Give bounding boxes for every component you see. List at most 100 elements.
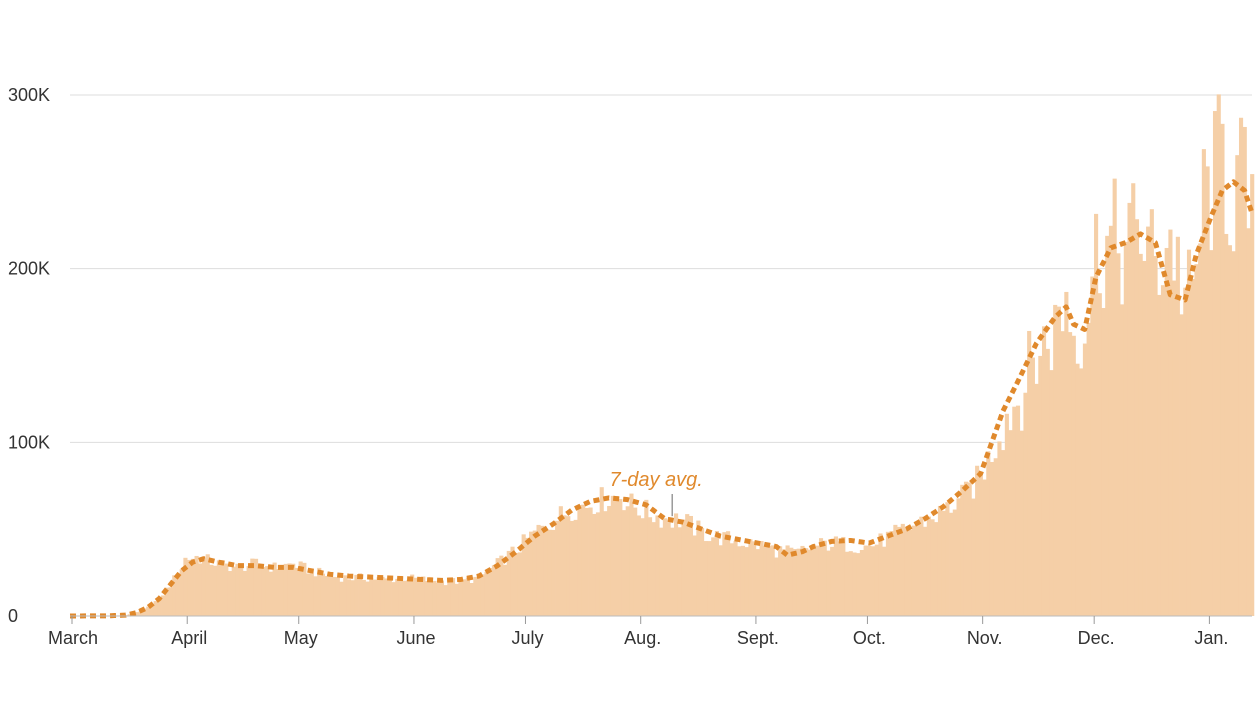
daily-bar: [481, 574, 485, 616]
daily-bar: [1064, 292, 1068, 616]
x-tick-label: Jan.: [1194, 628, 1228, 648]
daily-bar: [254, 559, 258, 616]
daily-bar: [395, 579, 399, 616]
daily-bar: [581, 505, 585, 616]
daily-bar: [1072, 336, 1076, 616]
daily-bar: [317, 568, 321, 616]
daily-bar: [737, 546, 741, 616]
daily-bar: [228, 571, 232, 616]
daily-bar: [458, 578, 462, 616]
daily-bar: [470, 583, 474, 616]
daily-bar: [287, 563, 291, 616]
daily-bar: [432, 581, 436, 616]
daily-bar: [518, 552, 522, 616]
daily-bar: [1075, 364, 1079, 616]
daily-bar: [930, 519, 934, 616]
daily-bar: [1116, 253, 1120, 616]
daily-bar: [284, 564, 288, 616]
daily-bar: [689, 516, 693, 616]
daily-bar: [722, 532, 726, 616]
daily-bar: [856, 553, 860, 616]
daily-bar: [681, 520, 685, 616]
daily-bar: [514, 553, 518, 616]
daily-bar: [878, 533, 882, 616]
daily-bar: [648, 517, 652, 616]
daily-bar: [339, 582, 343, 616]
x-tick-label: June: [396, 628, 435, 648]
daily-bar: [1001, 450, 1005, 616]
daily-bar: [1005, 414, 1009, 616]
daily-bar: [1180, 314, 1184, 616]
daily-bar: [849, 551, 853, 616]
daily-bar: [369, 578, 373, 616]
daily-bar: [362, 580, 366, 616]
daily-bar: [1046, 349, 1050, 616]
daily-bar: [533, 531, 537, 616]
daily-bar: [663, 518, 667, 616]
daily-bar: [897, 527, 901, 616]
daily-bar: [696, 521, 700, 616]
daily-bar: [261, 567, 265, 616]
daily-bar: [592, 514, 596, 616]
daily-bar: [1139, 254, 1143, 616]
x-tick-label: Nov.: [967, 628, 1003, 648]
daily-bar: [403, 581, 407, 616]
daily-bar: [942, 511, 946, 616]
daily-bar: [1120, 304, 1124, 616]
daily-bar: [875, 545, 879, 616]
daily-bar: [957, 498, 961, 616]
daily-bar: [414, 578, 418, 616]
daily-bar: [492, 565, 496, 616]
daily-bar: [823, 541, 827, 616]
daily-bar: [488, 568, 492, 616]
daily-bar: [529, 532, 533, 616]
daily-bar: [927, 517, 931, 616]
daily-bar: [1124, 242, 1128, 616]
daily-bar: [971, 499, 975, 616]
daily-bar: [893, 525, 897, 616]
daily-bar: [830, 547, 834, 616]
daily-bar: [366, 582, 370, 616]
daily-bar: [440, 581, 444, 616]
daily-bar: [1224, 234, 1228, 616]
annotation-layer: 7-day avg.: [609, 469, 702, 516]
daily-bar: [1183, 288, 1187, 616]
daily-bar: [983, 480, 987, 616]
daily-bar: [1187, 250, 1191, 616]
daily-bar: [626, 506, 630, 616]
daily-bar: [1161, 285, 1165, 616]
daily-bar: [574, 520, 578, 616]
daily-bar: [994, 458, 998, 616]
daily-bar: [195, 556, 199, 616]
daily-bar: [232, 567, 236, 616]
daily-bar: [960, 485, 964, 616]
daily-bar: [239, 564, 243, 616]
daily-bar: [217, 560, 221, 616]
daily-bar: [358, 573, 362, 616]
daily-bar: [867, 546, 871, 616]
daily-bar: [919, 517, 923, 616]
daily-bar: [1172, 281, 1176, 616]
daily-bar: [540, 526, 544, 616]
daily-bar: [444, 585, 448, 616]
x-tick-label: April: [171, 628, 207, 648]
x-tick-label: Oct.: [853, 628, 886, 648]
daily-bar: [997, 441, 1001, 616]
daily-bar: [1068, 332, 1072, 616]
daily-bar: [477, 574, 481, 616]
daily-bar: [202, 557, 206, 616]
daily-bar: [756, 549, 760, 616]
daily-bar: [566, 516, 570, 616]
daily-bar: [1157, 295, 1161, 616]
daily-bar: [629, 494, 633, 616]
daily-bar: [916, 524, 920, 616]
daily-bar: [1131, 183, 1135, 616]
daily-bar: [641, 518, 645, 616]
daily-bar: [890, 531, 894, 616]
daily-bar: [1213, 111, 1217, 616]
daily-bar: [678, 527, 682, 616]
daily-bar: [1101, 308, 1105, 616]
daily-bar: [1246, 228, 1250, 616]
daily-bar: [763, 547, 767, 616]
